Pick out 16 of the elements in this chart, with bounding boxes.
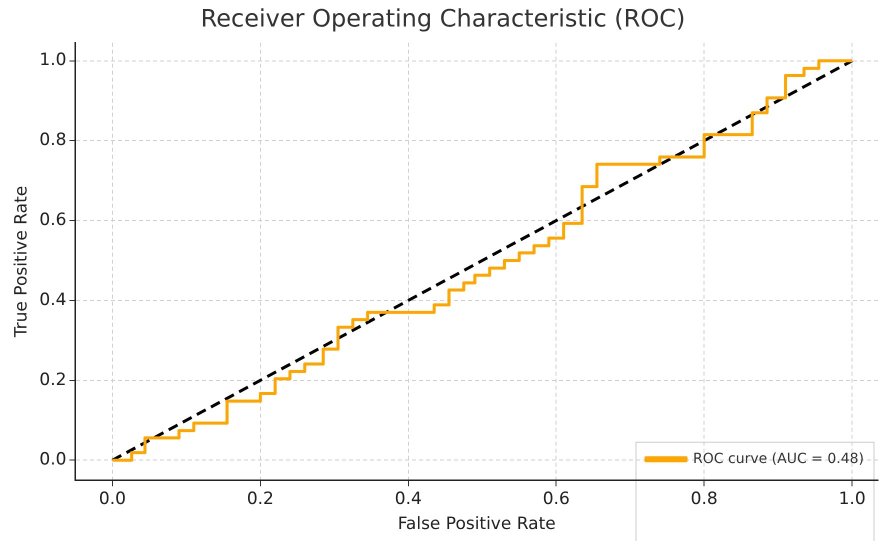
x-tick-label: 1.0 — [838, 488, 866, 509]
legend-label: ROC curve (AUC = 0.48) — [693, 450, 864, 467]
y-tick-label: 0.4 — [39, 290, 66, 310]
x-tick-label: 0.6 — [542, 488, 570, 509]
x-tick-label: 0.8 — [690, 488, 718, 509]
y-tick-label: 0.2 — [39, 370, 66, 390]
y-tick-label: 0.6 — [39, 210, 66, 230]
y-axis-title: True Positive Rate — [12, 186, 32, 338]
x-tick-label: 0.0 — [98, 488, 126, 509]
x-tick-label: 0.4 — [394, 488, 422, 509]
chart-title: Receiver Operating Characteristic (ROC) — [200, 4, 686, 33]
x-axis-title: False Positive Rate — [398, 514, 556, 534]
y-tick-label: 0.8 — [39, 130, 66, 150]
x-tick-label: 0.2 — [246, 488, 274, 509]
y-tick-label: 1.0 — [39, 50, 66, 70]
y-tick-label: 0.0 — [39, 450, 66, 470]
